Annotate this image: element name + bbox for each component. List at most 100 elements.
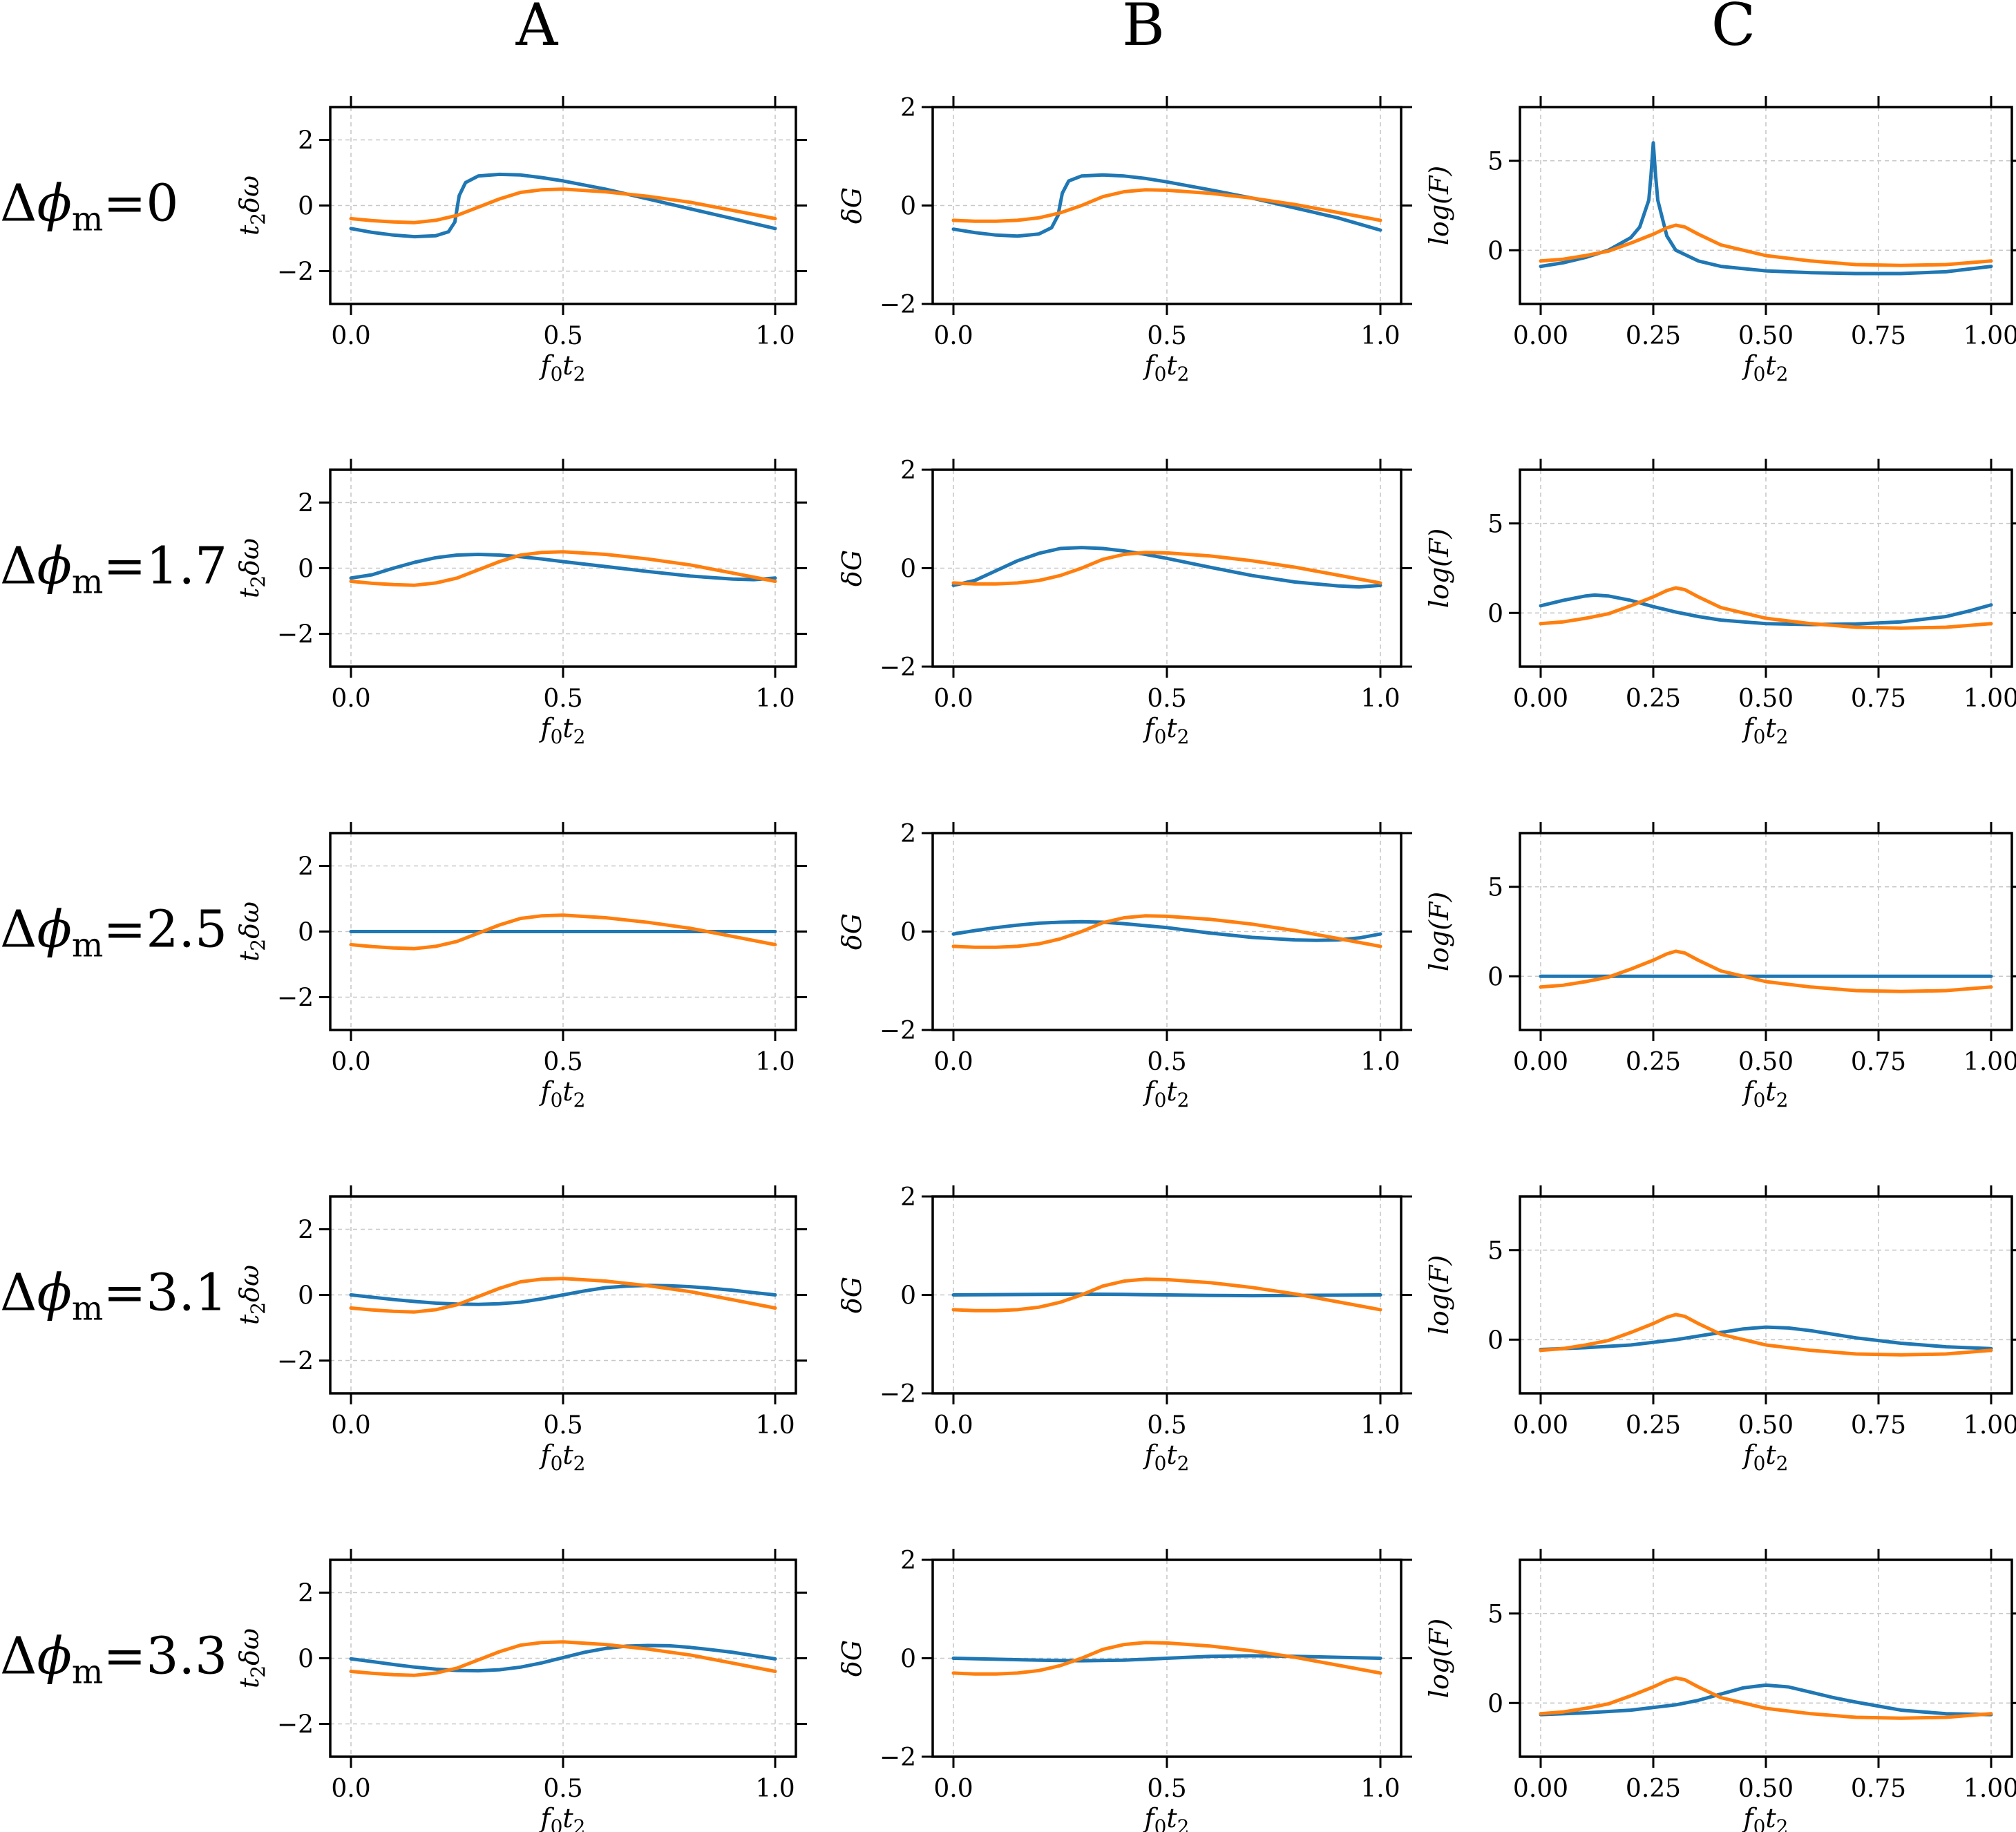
x-axis-label: f0t2 (1741, 713, 1788, 748)
series-line-orange (951, 551, 1382, 586)
series-line-orange (951, 1277, 1382, 1313)
y-tick-label: 0 (1487, 1326, 1503, 1355)
panel-a-row-4: 0.0 0.5 1.0 −2 0 2 f0t2 t2δω (234, 1185, 807, 1475)
x-tick-label: 0.5 (1147, 685, 1186, 713)
y-tick-label: 0 (900, 1645, 916, 1674)
x-tick-label: 0.0 (933, 1411, 973, 1440)
panel-b-row-3: 0.0 0.5 1.0 −2 0 2 f0t2 δG (837, 820, 1412, 1111)
x-tick-label: 0.25 (1626, 1775, 1681, 1803)
x-tick-label: 0.00 (1513, 322, 1568, 350)
panel-c-row-1: 0.00 0.25 0.50 0.75 1.00 0 5 f0t2 log(F) (1424, 96, 2016, 385)
series-line-blue (349, 172, 777, 239)
series-line-blue (951, 546, 1382, 589)
y-axis-label: t2δω (234, 1265, 269, 1325)
x-tick-label: 1.00 (1963, 1048, 2016, 1076)
series-line-orange (1539, 949, 1993, 993)
y-axis-label: t2δω (234, 538, 269, 598)
y-tick-label: 2 (900, 820, 916, 848)
row-header: Δϕm=0 (0, 174, 179, 239)
x-tick-label: 0.50 (1738, 685, 1794, 713)
y-tick-label: 2 (900, 1547, 916, 1575)
y-axis-label: log(F) (1424, 1255, 1454, 1335)
series-line-blue (951, 1654, 1382, 1663)
y-tick-label: 0 (1487, 600, 1503, 628)
y-tick-label: 0 (900, 193, 916, 221)
x-axis-label: f0t2 (1142, 1440, 1189, 1475)
x-axis-label: f0t2 (538, 713, 585, 748)
x-axis-label: f0t2 (1142, 713, 1189, 748)
x-tick-label: 0.75 (1851, 1775, 1906, 1803)
series-line-orange (349, 550, 777, 587)
x-tick-label: 0.50 (1738, 1411, 1794, 1440)
plot-frame (1519, 1558, 2013, 1758)
panel-b-row-2: 0.0 0.5 1.0 −2 0 2 f0t2 δG (837, 457, 1412, 748)
x-tick-label: 0.00 (1513, 1411, 1568, 1440)
y-tick-label: 2 (900, 94, 916, 122)
plot-frame (329, 1195, 797, 1395)
plot-frame (1519, 1195, 2013, 1395)
column-header-b: B (1122, 0, 1165, 59)
x-tick-label: 1.00 (1963, 1411, 2016, 1440)
panel-b-row-1: 0.0 0.5 1.0 −2 0 2 f0t2 δG (837, 94, 1412, 385)
row-header: Δϕm=1.7 (0, 537, 227, 602)
panel-c-row-5: 0.00 0.25 0.50 0.75 1.00 0 5 f0t2 log(F) (1424, 1549, 2016, 1832)
plot-frame (329, 106, 797, 305)
x-tick-label: 0.25 (1626, 1411, 1681, 1440)
y-tick-label: 2 (900, 1183, 916, 1212)
x-tick-label: 0.75 (1851, 1411, 1906, 1440)
y-tick-label: 2 (298, 490, 314, 518)
y-tick-label: −2 (277, 1348, 314, 1376)
x-tick-label: 0.0 (331, 1048, 370, 1076)
y-tick-label: 0 (900, 1282, 916, 1310)
series-line-orange (349, 187, 777, 225)
x-tick-label: 0.5 (1147, 1048, 1186, 1076)
y-tick-label: 5 (1487, 874, 1503, 902)
series-line-orange (1539, 1676, 1993, 1720)
x-tick-label: 1.0 (755, 1048, 795, 1076)
y-tick-label: 0 (298, 193, 314, 221)
series-line-orange (951, 1641, 1382, 1676)
y-tick-label: 5 (1487, 1237, 1503, 1266)
series-line-blue (349, 1284, 777, 1306)
x-tick-label: 0.00 (1513, 1048, 1568, 1076)
series-line-orange (349, 1640, 777, 1677)
x-tick-label: 0.5 (543, 1048, 582, 1076)
x-axis-label: f0t2 (1142, 1803, 1189, 1832)
x-tick-label: 0.5 (1147, 322, 1186, 350)
x-tick-label: 1.0 (1360, 685, 1400, 713)
x-axis-label: f0t2 (538, 1440, 585, 1475)
series-line-blue (951, 919, 1382, 942)
series-line-blue (951, 1292, 1382, 1298)
plot-frame (931, 468, 1402, 668)
y-axis-label: δG (837, 913, 867, 950)
series-line-blue (1539, 141, 1993, 276)
x-tick-label: 0.0 (933, 1048, 973, 1076)
panel-c-row-3: 0.00 0.25 0.50 0.75 1.00 0 5 f0t2 log(F) (1424, 822, 2016, 1111)
x-tick-label: 1.0 (755, 322, 795, 350)
x-tick-label: 1.00 (1963, 322, 2016, 350)
y-tick-label: 5 (1487, 148, 1503, 176)
x-axis-label: f0t2 (538, 1076, 585, 1111)
plot-frame (931, 106, 1402, 305)
y-tick-label: 0 (1487, 1690, 1503, 1718)
panel-b-row-5: 0.0 0.5 1.0 −2 0 2 f0t2 δG (837, 1547, 1412, 1832)
x-tick-label: 1.00 (1963, 685, 2016, 713)
plot-frame (931, 832, 1402, 1031)
x-tick-label: 0.0 (933, 1775, 973, 1803)
x-tick-label: 1.0 (1360, 1775, 1400, 1803)
x-tick-label: 0.75 (1851, 685, 1906, 713)
x-tick-label: 0.0 (933, 685, 973, 713)
x-tick-label: 0.25 (1626, 685, 1681, 713)
x-axis-label: f0t2 (1741, 1803, 1788, 1832)
panel-c-row-4: 0.00 0.25 0.50 0.75 1.00 0 5 f0t2 log(F) (1424, 1185, 2016, 1475)
plot-frame (931, 1195, 1402, 1395)
series-line-blue (1539, 1325, 1993, 1351)
y-tick-label: −2 (277, 1711, 314, 1739)
y-tick-label: 2 (298, 127, 314, 155)
y-axis-label: δG (837, 550, 867, 586)
plot-frame (1519, 468, 2013, 668)
panel-grid: 0.0 0.5 1.0 −2 0 2 f0t2 t2δω 0.0 0.5 1.0 −2 0 2 f0t2 δG… (234, 94, 2016, 1832)
x-tick-label: 1.0 (1360, 1411, 1400, 1440)
x-tick-label: 0.0 (331, 1411, 370, 1440)
x-tick-label: 1.0 (755, 1775, 795, 1803)
